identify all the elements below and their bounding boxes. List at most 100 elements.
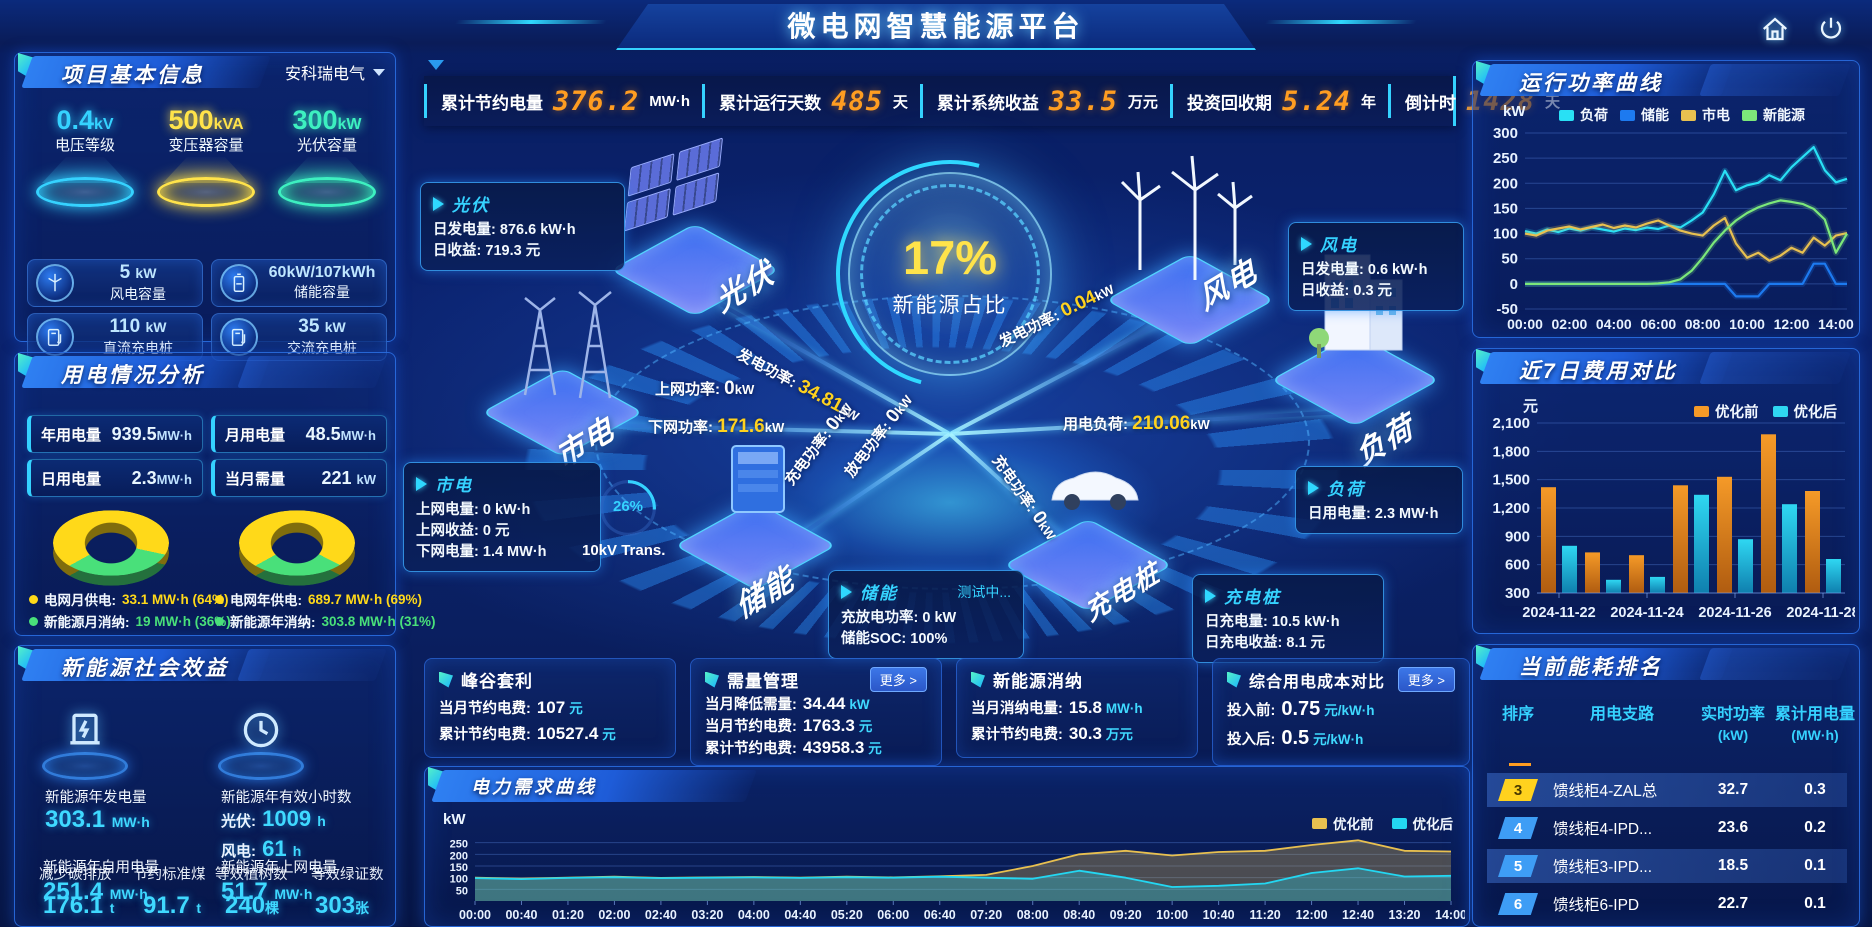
solar-panels-icon: [623, 137, 724, 232]
panel-title: 电力需求曲线: [471, 777, 597, 797]
arrow-icon: [841, 584, 852, 599]
home-icon[interactable]: [1760, 14, 1790, 44]
svg-text:06:00: 06:00: [1640, 316, 1676, 332]
card-demand-management: 需量管理 更多 > 当月降低需量: 34.44 kW 当月节约电费: 1763.3 元 累…: [690, 658, 942, 766]
card-pv: 光伏 日发电量: 876.6 kW·h 日收益: 719.3 元: [420, 182, 625, 271]
cost-chart: 2,100 1,800 1,500 1,200 900 600 300 2024-11-22 2…: [1492, 417, 1855, 621]
stat-running-days: 累计运行天数 485 天: [702, 84, 920, 118]
svg-text:10:40: 10:40: [1203, 908, 1235, 922]
card-wind: 风电 日发电量: 0.6 kW·h 日收益: 0.3 元: [1288, 222, 1464, 311]
table-row[interactable]: 5 馈线柜3-IPD... 18.5 0.1: [1487, 849, 1847, 883]
new-energy-ratio-value: 17%: [902, 230, 998, 284]
metric-month-usage: 月用电量 48.5MW·h: [211, 415, 387, 453]
svg-text:12:00: 12:00: [1774, 316, 1810, 332]
svg-text:200: 200: [450, 850, 468, 862]
arrow-icon: [1205, 588, 1216, 603]
rank-badge: 5: [1498, 855, 1538, 877]
card-wind-capacity: 5 kW 风电容量: [27, 259, 203, 307]
label-green-certs: 等效绿证数: [311, 867, 384, 883]
svg-text:250: 250: [450, 839, 468, 851]
microgrid-topology: 17% 新能源占比 光伏 风电 市电: [400, 120, 1470, 680]
page-title: 微电网智慧能源平台: [787, 11, 1085, 42]
svg-text:04:40: 04:40: [784, 908, 816, 922]
card-peak-valley-arbitrage: 峰谷套利 当月节约电费: 107 元 累计节约电费: 10527.4 元: [424, 658, 676, 758]
svg-text:06:40: 06:40: [924, 908, 956, 922]
svg-text:1,500: 1,500: [1492, 472, 1530, 489]
svg-text:2024-11-22: 2024-11-22: [1522, 605, 1595, 621]
flag-icon: [971, 671, 985, 688]
power-towers-icon: [495, 270, 645, 405]
table-row[interactable]: 6 馈线柜6-IPD 22.7 0.1: [1487, 887, 1847, 921]
value-green-certs: 303张: [315, 892, 370, 919]
value-pv-hours: 光伏: 1009 h: [221, 806, 326, 831]
title-plate: 微电网智慧能源平台: [616, 4, 1256, 50]
table-row[interactable]: 4 馈线柜4-IPD... 23.6 0.2: [1487, 811, 1847, 845]
chevron-down-icon: [428, 60, 444, 70]
top-header: 微电网智慧能源平台: [0, 0, 1872, 54]
svg-text:50: 50: [456, 885, 468, 897]
flow-load-power: 用电负荷: 210.06kW: [1063, 413, 1210, 434]
ranking-header: 排序 用电支路 实时功率 (kW) 累计用电量 (MW·h): [1501, 706, 1855, 743]
panel-usage-analysis: 用电情况分析 年用电量 939.5MW·h 月用电量 48.5MW·h 日用电量 2.…: [14, 352, 436, 636]
svg-text:1,200: 1,200: [1492, 500, 1530, 517]
transformer-label: 10kV Trans.: [582, 542, 666, 559]
energy-meter-icon: [59, 704, 111, 756]
panel-demand-curve: 电力需求曲线 kW 优化前 优化后 250 200 150 100 50 00:00 00:4…: [424, 766, 1470, 927]
svg-text:02:00: 02:00: [1552, 316, 1588, 332]
svg-text:00:00: 00:00: [459, 908, 491, 922]
new-energy-ratio-gauge: 17% 新能源占比: [848, 172, 1052, 376]
card-load: 负荷 日用电量: 2.3 MW·h: [1295, 466, 1463, 534]
company-select-value: 安科瑞电气: [284, 66, 365, 83]
metric-year-usage: 年用电量 939.5MW·h: [27, 415, 203, 453]
svg-text:2024-11-28: 2024-11-28: [1786, 605, 1855, 621]
svg-text:14:00: 14:00: [1435, 908, 1465, 922]
chevron-down-icon: [373, 68, 385, 76]
card-storage-capacity: 60kW/107kWh 储能容量: [211, 259, 387, 307]
charging-pile-icon: [220, 318, 258, 356]
legend-grid-month: 电网月供电: 33.1 MW·h (64%): [29, 589, 229, 609]
label-feed-in: 新能源年上网电量: [221, 860, 337, 876]
legend-new-year: 新能源年消纳: 303.8 MW·h (31%): [215, 611, 436, 631]
more-button[interactable]: 更多 >: [1397, 667, 1455, 692]
donut-year-supply: [239, 501, 355, 591]
company-select[interactable]: 安科瑞电气: [285, 60, 385, 84]
panel-title: 当前能耗排名: [1519, 656, 1663, 679]
value-trees: 240棵: [225, 892, 280, 919]
rank-badge: 4: [1498, 817, 1538, 839]
flow-feed-in-power: 上网功率: 0kW: [655, 378, 755, 399]
card-storage: 储能 测试中... 充放电功率: 0 kW 储能SOC: 100%: [828, 570, 1024, 659]
label-trees: 等效植树数: [215, 867, 288, 883]
card-cost-comparison: 综合用电成本对比 更多 > 投入前: 0.75 元/kW·h 投入后: 0.5 元/kW·…: [1212, 658, 1470, 766]
title-decoration-right: [1264, 20, 1418, 24]
panel-power-curve: 运行功率曲线 kW 负荷 储能 市电 新能源 300 250 200 150 100 50 0 -5…: [1472, 60, 1860, 338]
svg-text:00:40: 00:40: [505, 908, 537, 922]
power-icon[interactable]: [1816, 14, 1846, 44]
rank-badge: 6: [1498, 893, 1538, 915]
flag-icon: [439, 671, 453, 688]
svg-text:1,800: 1,800: [1492, 443, 1530, 460]
value-year-generation: 303.1 MW·h: [45, 806, 150, 833]
svg-text:2024-11-24: 2024-11-24: [1610, 605, 1683, 621]
table-row[interactable]: 3 馈线柜4-ZAL总 32.7 0.3: [1487, 773, 1847, 807]
svg-text:250: 250: [1493, 150, 1518, 167]
y-axis-unit: kW: [443, 811, 466, 828]
svg-text:02:00: 02:00: [598, 908, 630, 922]
svg-text:08:00: 08:00: [1685, 316, 1721, 332]
svg-text:900: 900: [1505, 528, 1530, 545]
more-button[interactable]: 更多 >: [869, 667, 927, 692]
label-coal-saved: 节约标准煤: [133, 867, 206, 883]
arrow-icon: [1301, 236, 1312, 251]
stat-payback-period: 投资回收期 5.24 年: [1169, 84, 1388, 118]
battery-icon: [220, 264, 258, 302]
legend-grid-year: 电网年供电: 689.7 MW·h (69%): [215, 589, 422, 609]
svg-text:05:20: 05:20: [831, 908, 863, 922]
label-effective-hours: 新能源年有效小时数: [221, 790, 352, 806]
panel-title: 运行功率曲线: [1519, 72, 1663, 95]
svg-text:03:20: 03:20: [691, 908, 723, 922]
svg-text:150: 150: [1493, 200, 1518, 217]
svg-text:10:00: 10:00: [1156, 908, 1188, 922]
label-self-use: 新能源年自用电量: [43, 860, 159, 876]
svg-text:100: 100: [1493, 226, 1518, 243]
svg-text:09:20: 09:20: [1110, 908, 1142, 922]
cost-legend: 优化前 优化后: [1694, 401, 1837, 422]
